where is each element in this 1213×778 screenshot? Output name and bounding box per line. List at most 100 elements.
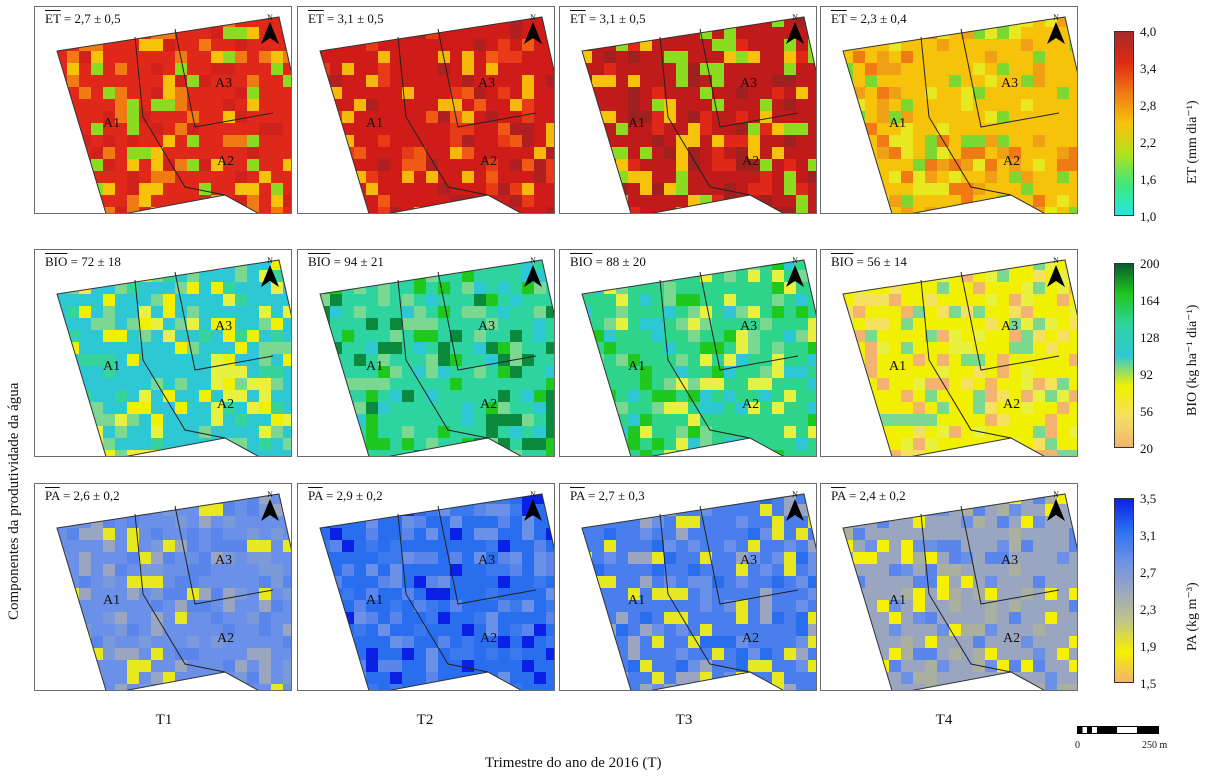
stat-value: = 3,1 ± 0,5 (323, 11, 384, 26)
area-label-a1: A1 (366, 593, 383, 608)
colorbar-tick: 2,3 (1140, 602, 1157, 617)
subarea-boundary-a3 (437, 28, 537, 128)
north-arrow-icon: N (784, 256, 806, 289)
map-panel-pa-t4: A1 A2 A3 PA = 2,4 ± 0,2 N (820, 483, 1078, 691)
area-label-a3: A3 (1001, 553, 1018, 568)
subarea-boundary-a1 (659, 513, 751, 673)
north-arrow-icon: N (522, 256, 544, 289)
mean-stat: PA = 2,7 ± 0,3 (570, 488, 645, 504)
subarea-boundary-a1 (920, 513, 1012, 673)
map-panel-pa-t2: A1 A2 A3 PA = 2,9 ± 0,2 N (297, 483, 555, 691)
area-label-a1: A1 (628, 359, 645, 374)
colorbar-tick: 92 (1140, 367, 1153, 382)
raster-cells (320, 494, 554, 690)
variable-symbol: PA (570, 488, 585, 503)
area-label-a2: A2 (1003, 154, 1020, 169)
area-label-a1: A1 (889, 116, 906, 131)
subarea-boundary-a3 (699, 271, 799, 371)
map-panel-bio-t1: A1 A2 A3 BIO = 72 ± 18 N (34, 249, 292, 457)
colorbar-tick: 20 (1140, 441, 1153, 456)
variable-symbol: BIO (831, 254, 854, 269)
stat-value: = 88 ± 20 (592, 254, 646, 269)
stat-value: = 2,7 ± 0,5 (60, 11, 121, 26)
subarea-boundary-a3 (437, 505, 537, 605)
field-boundary (581, 259, 816, 456)
north-arrow-icon: N (1045, 490, 1067, 523)
raster-cells (582, 494, 816, 690)
area-label-a1: A1 (628, 116, 645, 131)
mean-stat: BIO = 88 ± 20 (570, 254, 646, 270)
stat-value: = 72 ± 18 (67, 254, 121, 269)
area-label-a3: A3 (740, 553, 757, 568)
area-label-a3: A3 (215, 553, 232, 568)
column-label-t2: T2 (416, 712, 434, 728)
north-arrow-icon: N (259, 13, 281, 46)
north-arrow-icon: N (259, 256, 281, 289)
north-label: N (1053, 490, 1059, 499)
stat-value: = 2,3 ± 0,4 (846, 11, 907, 26)
mean-stat: PA = 2,4 ± 0,2 (831, 488, 906, 504)
stat-value: = 3,1 ± 0,5 (585, 11, 646, 26)
variable-symbol: ET (570, 11, 586, 26)
area-label-a3: A3 (478, 553, 495, 568)
north-arrow-icon: N (522, 13, 544, 46)
field-boundary (319, 493, 554, 690)
raster-cells (57, 260, 291, 456)
area-label-a2: A2 (217, 631, 234, 646)
field-boundary (842, 259, 1077, 456)
colorbar-tick: 164 (1140, 293, 1160, 308)
subarea-boundary-a1 (397, 36, 489, 196)
mean-stat: ET = 3,1 ± 0,5 (308, 11, 384, 27)
area-label-a2: A2 (1003, 397, 1020, 412)
area-label-a2: A2 (1003, 631, 1020, 646)
variable-symbol: PA (308, 488, 323, 503)
colorbar-tick: 4,0 (1140, 24, 1157, 39)
field-boundary (581, 493, 816, 690)
raster-cells (57, 17, 291, 213)
north-arrow-icon: N (259, 490, 281, 523)
area-label-a3: A3 (740, 319, 757, 334)
stat-value: = 2,6 ± 0,2 (59, 488, 120, 503)
colorbar-0 (1114, 31, 1134, 216)
map-panel-pa-t3: A1 A2 A3 PA = 2,7 ± 0,3 N (559, 483, 817, 691)
north-label: N (792, 256, 798, 265)
mean-stat: PA = 2,9 ± 0,2 (308, 488, 383, 504)
subarea-boundary-a1 (920, 279, 1012, 439)
map-panel-bio-t4: A1 A2 A3 BIO = 56 ± 14 N (820, 249, 1078, 457)
area-label-a2: A2 (217, 154, 234, 169)
variable-symbol: ET (45, 11, 61, 26)
area-label-a3: A3 (1001, 76, 1018, 91)
colorbar-tick: 128 (1140, 330, 1160, 345)
raster-cells (843, 17, 1077, 213)
field-boundary (842, 493, 1077, 690)
colorbar-2 (1114, 498, 1134, 683)
subarea-boundary-a3 (699, 28, 799, 128)
field-boundary (319, 259, 554, 456)
raster-cells (57, 494, 291, 690)
area-label-a2: A2 (480, 631, 497, 646)
subarea-boundary-a3 (960, 271, 1060, 371)
stat-value: = 2,7 ± 0,3 (584, 488, 645, 503)
scale-bar (1077, 723, 1159, 741)
subarea-boundary-a1 (659, 279, 751, 439)
field-boundary (56, 259, 291, 456)
variable-symbol: BIO (45, 254, 68, 269)
field-boundary (56, 493, 291, 690)
area-label-a3: A3 (215, 319, 232, 334)
map-panel-bio-t3: A1 A2 A3 BIO = 88 ± 20 N (559, 249, 817, 457)
mean-stat: BIO = 94 ± 21 (308, 254, 384, 270)
area-label-a3: A3 (478, 319, 495, 334)
map-panel-et-t1: A1 A2 A3 ET = 2,7 ± 0,5 N (34, 6, 292, 214)
subarea-boundary-a3 (960, 28, 1060, 128)
mean-stat: BIO = 72 ± 18 (45, 254, 121, 270)
mean-stat: BIO = 56 ± 14 (831, 254, 907, 270)
stat-value: = 2,9 ± 0,2 (322, 488, 383, 503)
mean-stat: ET = 2,7 ± 0,5 (45, 11, 121, 27)
mean-stat: PA = 2,6 ± 0,2 (45, 488, 120, 504)
variable-symbol: BIO (308, 254, 331, 269)
subarea-boundary-a1 (659, 36, 751, 196)
mean-stat: ET = 3,1 ± 0,5 (570, 11, 646, 27)
variable-symbol: ET (308, 11, 324, 26)
raster-cells (843, 260, 1077, 456)
map-panel-bio-t2: A1 A2 A3 BIO = 94 ± 21 N (297, 249, 555, 457)
